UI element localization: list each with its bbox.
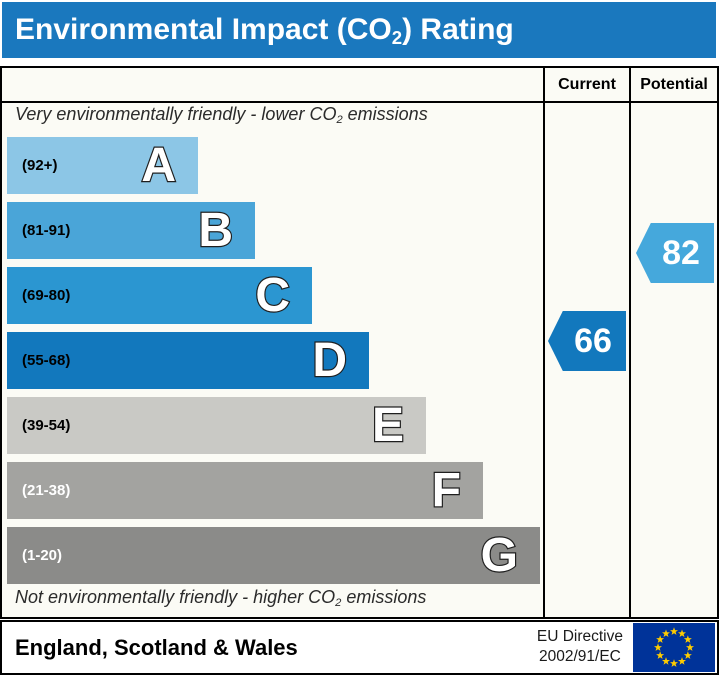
potential-rating-pointer: 82 xyxy=(636,223,714,283)
band-row-e: (39-54) E xyxy=(7,397,540,454)
footer: England, Scotland & Wales EU Directive 2… xyxy=(0,620,719,675)
band-bar-g: (1-20) G xyxy=(7,527,540,584)
band-letter: C xyxy=(254,268,291,323)
band-row-f: (21-38) F xyxy=(7,462,540,519)
column-divider-current xyxy=(543,68,545,617)
band-range-label: (81-91) xyxy=(22,222,71,239)
potential-rating-value: 82 xyxy=(662,233,700,272)
band-range-label: (1-20) xyxy=(22,547,63,564)
band-letter: B xyxy=(197,203,234,258)
title-bar: Environmental Impact (CO2) Rating xyxy=(2,2,716,58)
column-header-current: Current xyxy=(558,76,616,93)
column-divider-potential xyxy=(629,68,631,617)
band-range-label: (21-38) xyxy=(22,482,71,499)
band-range-label: (39-54) xyxy=(22,417,71,434)
header-separator xyxy=(2,101,717,103)
band-letter: E xyxy=(371,398,405,453)
page-title: Environmental Impact (CO2) Rating xyxy=(15,13,514,49)
band-row-g: (1-20) G xyxy=(7,527,540,584)
current-rating-pointer: 66 xyxy=(548,311,626,371)
eu-flag-icon xyxy=(633,623,715,672)
rating-table: Current Potential Very environmentally f… xyxy=(0,66,719,619)
band-row-a: (92+) A xyxy=(7,137,540,194)
band-row-c: (69-80) C xyxy=(7,267,540,324)
band-letter: A xyxy=(140,138,177,193)
column-header-potential: Potential xyxy=(640,76,708,93)
note-bottom: Not environmentally friendly - higher CO… xyxy=(15,587,427,610)
band-range-label: (55-68) xyxy=(22,352,71,369)
current-rating-value: 66 xyxy=(574,321,612,360)
band-bar-f: (21-38) F xyxy=(7,462,483,519)
band-range-label: (69-80) xyxy=(22,287,71,304)
note-top: Very environmentally friendly - lower CO… xyxy=(15,104,428,127)
band-bar-d: (55-68) D xyxy=(7,332,369,389)
eu-directive-text: EU Directive 2002/91/EC xyxy=(536,628,623,665)
band-row-b: (81-91) B xyxy=(7,202,540,259)
band-range-label: (92+) xyxy=(22,157,58,174)
band-bar-a: (92+) A xyxy=(7,137,198,194)
band-letter: D xyxy=(311,333,348,388)
band-letter: G xyxy=(479,528,519,583)
band-letter: F xyxy=(430,463,462,518)
band-row-d: (55-68) D xyxy=(7,332,540,389)
band-scale: (92+) A (81-91) B (69-80) C (55-68) xyxy=(7,137,540,592)
footer-region-label: England, Scotland & Wales xyxy=(15,635,298,660)
band-bar-e: (39-54) E xyxy=(7,397,426,454)
band-bar-b: (81-91) B xyxy=(7,202,255,259)
band-bar-c: (69-80) C xyxy=(7,267,312,324)
